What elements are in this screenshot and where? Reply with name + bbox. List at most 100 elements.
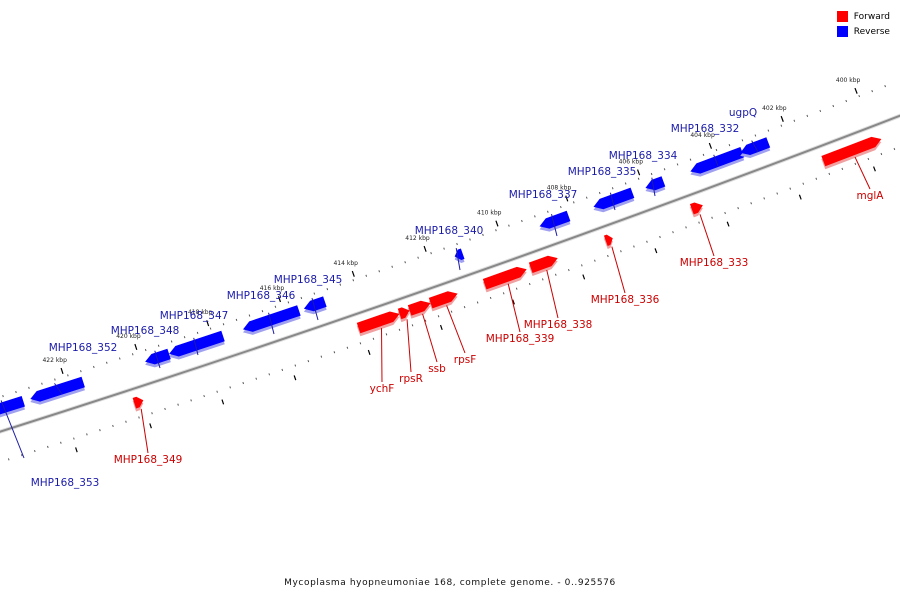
tick-row-lower-minor bbox=[476, 301, 479, 304]
tick-row-upper-minor bbox=[585, 196, 588, 199]
tick-row-upper-minor bbox=[261, 310, 264, 313]
tick-row-upper-minor bbox=[547, 210, 549, 213]
tick-label: 400 kbp bbox=[836, 77, 861, 84]
tick-row-upper-minor bbox=[80, 370, 82, 373]
tick-row-upper-minor bbox=[430, 252, 432, 255]
major-tick-lower bbox=[149, 423, 152, 429]
gene-label: MHP168_348 bbox=[111, 325, 180, 337]
tick-row-upper-minor bbox=[313, 292, 316, 295]
tick-row-lower-minor bbox=[281, 368, 284, 372]
tick-row-lower-minor bbox=[880, 152, 883, 156]
tick-label: 420 kbp bbox=[116, 333, 141, 340]
gene-arrow bbox=[593, 187, 635, 210]
tick-row-upper-minor bbox=[495, 229, 497, 232]
tick-row-lower-minor bbox=[450, 310, 453, 313]
tick-row-lower-minor bbox=[229, 386, 231, 389]
gene-leader bbox=[455, 247, 461, 271]
backbone bbox=[0, 114, 900, 433]
gene-arrow bbox=[528, 255, 558, 273]
gene-MHP168_339: MHP168_339 bbox=[482, 266, 554, 345]
tick-row-upper-minor bbox=[871, 89, 873, 93]
gene-MHP168_348: MHP168_348 bbox=[111, 325, 180, 369]
gene-leader bbox=[609, 192, 616, 211]
tick-row-upper-minor bbox=[300, 296, 303, 300]
tick-row-upper-minor bbox=[378, 270, 380, 273]
tick-row-lower-minor bbox=[502, 292, 505, 295]
gene-arrow bbox=[132, 396, 144, 409]
tick-row-upper-minor bbox=[183, 336, 186, 339]
tick-row-upper-minor bbox=[663, 168, 666, 171]
tick-row-upper-minor bbox=[572, 201, 575, 204]
gene-arrow bbox=[0, 395, 25, 415]
gene-arrow bbox=[145, 348, 171, 365]
gene-label: ychF bbox=[370, 383, 395, 395]
tick-row-upper-minor bbox=[482, 233, 484, 236]
tick-row-upper-minor bbox=[560, 205, 562, 209]
tick-row-lower-minor bbox=[489, 296, 492, 300]
tick-row-upper-minor bbox=[728, 144, 731, 147]
gene-leader bbox=[193, 337, 199, 356]
gene-arrow bbox=[645, 176, 666, 191]
tick-row-lower-minor bbox=[7, 458, 10, 461]
tick-row-upper-minor bbox=[274, 305, 277, 308]
gene-label: MHP168_338 bbox=[524, 319, 593, 331]
major-tick bbox=[423, 245, 427, 252]
gene-leader bbox=[507, 283, 521, 333]
tick-row-upper-minor bbox=[118, 357, 121, 360]
major-tick bbox=[60, 367, 64, 374]
major-tick-lower bbox=[293, 375, 297, 381]
tick-row-lower-minor bbox=[151, 412, 153, 415]
tick-row-upper-minor bbox=[676, 163, 679, 166]
tick-row-upper-minor bbox=[624, 182, 627, 185]
tick-row-upper-minor bbox=[845, 99, 848, 103]
gene-arrow bbox=[30, 376, 85, 402]
tick-row-lower-minor bbox=[60, 441, 62, 444]
gene-leader bbox=[154, 350, 161, 369]
gene-label: rpsF bbox=[454, 354, 477, 366]
gene-label: ugpQ bbox=[729, 107, 757, 119]
tick-row-lower-minor bbox=[528, 282, 531, 286]
major-tick-lower bbox=[512, 299, 515, 305]
tick-row-lower-minor bbox=[672, 231, 674, 234]
gene-leader bbox=[611, 246, 626, 294]
gene-arrow bbox=[356, 311, 400, 334]
tick-row-lower-minor bbox=[73, 437, 75, 440]
tick-row-lower-minor bbox=[685, 226, 687, 229]
gene-MHP168_345: MHP168_345 bbox=[274, 274, 342, 321]
tick-row-lower-minor bbox=[789, 187, 792, 190]
tick-row-lower-minor bbox=[411, 324, 414, 327]
gene-arrow bbox=[303, 296, 327, 312]
gene-label: MHP168_346 bbox=[227, 290, 296, 302]
tick-row-lower-minor bbox=[659, 235, 661, 239]
tick-row-lower-minor bbox=[34, 449, 36, 453]
gene-leader bbox=[551, 213, 558, 237]
gene-label: MHP168_340 bbox=[415, 225, 484, 237]
tick-row-upper-minor bbox=[131, 353, 134, 356]
tick-row-lower-minor bbox=[698, 221, 700, 224]
major-tick-lower bbox=[798, 194, 802, 200]
gene-MHP168_332: MHP168_332 bbox=[671, 123, 745, 177]
tick-row-lower-minor bbox=[372, 337, 375, 340]
tick-row-upper-minor bbox=[235, 318, 238, 322]
tick-row-lower-minor bbox=[594, 259, 596, 262]
tick-row-lower-minor bbox=[190, 399, 192, 402]
tick-label: 414 kbp bbox=[333, 260, 358, 267]
gene-label: MHP168_353 bbox=[31, 477, 100, 489]
major-tick-lower bbox=[726, 221, 730, 227]
gene-MHP168_353: MHP168_353 bbox=[0, 395, 100, 489]
tick-row-lower-minor bbox=[99, 429, 101, 432]
gene-rpsR: rpsR bbox=[397, 307, 423, 385]
tick-row-upper-minor bbox=[534, 215, 536, 218]
gene-MHP168_346: MHP168_346 bbox=[227, 290, 301, 335]
tick-row-lower-minor bbox=[607, 254, 609, 258]
tick-row-lower-minor bbox=[815, 177, 818, 180]
gene-arrow bbox=[603, 234, 613, 246]
tick-row-upper-minor bbox=[209, 327, 212, 330]
tick-row-lower-minor bbox=[463, 305, 466, 309]
gene-MHP168_340: MHP168_340 bbox=[415, 225, 484, 271]
tick-label: 404 kbp bbox=[690, 132, 715, 139]
tick-row-lower-minor bbox=[828, 172, 831, 175]
major-tick bbox=[636, 169, 641, 176]
tick-row-upper-minor bbox=[417, 256, 419, 259]
